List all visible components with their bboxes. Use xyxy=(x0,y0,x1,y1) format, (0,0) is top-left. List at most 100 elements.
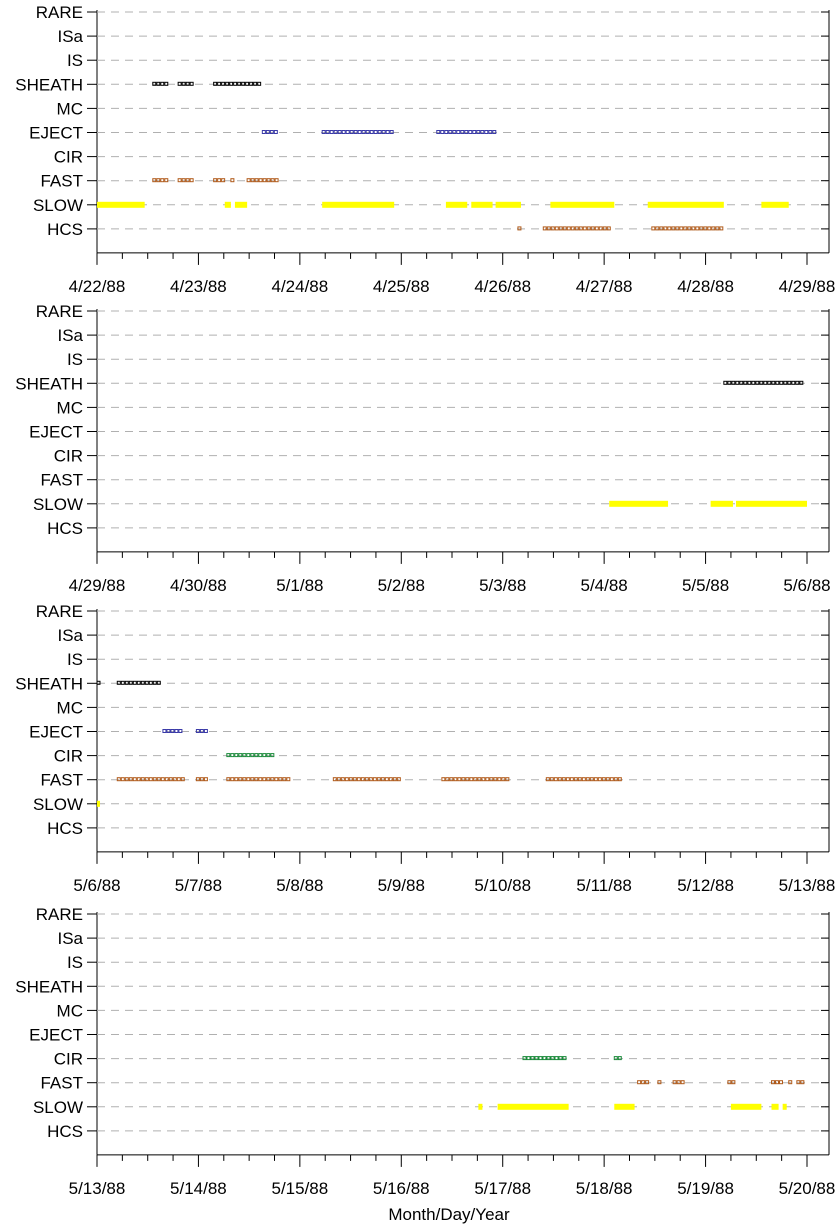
panels: RARE ISa IS SHEATH MC EJECT CIR FAST SLOW HCS 4/22… xyxy=(15,3,835,1198)
event-marker xyxy=(554,226,559,231)
event-marker xyxy=(160,777,165,782)
event-marker xyxy=(254,777,259,782)
event-marker xyxy=(266,777,271,782)
date-tick-label: 4/29/88 xyxy=(779,277,836,296)
event-marker xyxy=(771,380,776,385)
event-fast-3 xyxy=(213,178,226,183)
event-marker xyxy=(357,130,362,134)
event-sheath-1 xyxy=(152,81,169,86)
event-eject-2 xyxy=(195,729,208,733)
category-label-sheath: SHEATH xyxy=(15,674,83,693)
category-label-slow: SLOW xyxy=(33,495,83,514)
event-marker xyxy=(265,130,270,134)
event-eject-3 xyxy=(436,130,497,134)
event-cir-1 xyxy=(522,1056,567,1061)
event-marker xyxy=(477,777,482,782)
event-marker xyxy=(270,178,275,183)
event-marker xyxy=(189,178,194,183)
event-marker xyxy=(589,777,594,782)
event-marker xyxy=(796,1080,801,1085)
event-marker xyxy=(217,81,222,86)
event-marker xyxy=(476,130,481,134)
event-marker xyxy=(679,226,684,231)
event-fast-3 xyxy=(226,777,291,782)
panel-4: RARE ISa IS SHEATH MC EJECT CIR FAST SLOW HCS 5/13… xyxy=(15,905,835,1198)
event-marker xyxy=(440,130,445,134)
event-slow-7 xyxy=(495,201,521,208)
event-marker xyxy=(775,1080,779,1085)
event-marker xyxy=(234,753,239,758)
event-marker xyxy=(392,777,397,782)
event-marker xyxy=(199,777,204,782)
event-slow-3 xyxy=(614,1103,635,1110)
event-marker xyxy=(140,777,145,782)
event-marker xyxy=(542,1056,547,1061)
event-marker xyxy=(489,777,494,782)
date-tick-label: 5/7/88 xyxy=(175,876,222,895)
event-marker xyxy=(501,777,506,782)
event-marker xyxy=(453,777,458,782)
event-marker xyxy=(329,130,334,134)
event-fast-1 xyxy=(637,1080,650,1085)
date-tick-label: 4/28/88 xyxy=(677,277,734,296)
event-marker xyxy=(148,777,153,782)
category-label-is: IS xyxy=(67,953,83,972)
event-marker xyxy=(254,753,259,758)
event-marker xyxy=(637,1080,642,1085)
event-marker xyxy=(229,81,234,86)
event-marker xyxy=(549,777,554,782)
event-marker xyxy=(361,130,366,134)
event-marker xyxy=(344,777,349,782)
event-marker xyxy=(546,226,551,231)
event-marker xyxy=(254,178,259,183)
event-marker xyxy=(368,777,373,782)
event-marker xyxy=(266,178,271,183)
event-marker xyxy=(136,680,141,685)
event-marker xyxy=(598,226,603,231)
event-slow-1 xyxy=(97,201,145,208)
category-label-eject: EJECT xyxy=(29,423,83,442)
event-marker xyxy=(226,753,231,758)
event-marker xyxy=(396,777,401,782)
date-tick-label: 4/25/88 xyxy=(373,277,430,296)
event-marker xyxy=(586,226,591,231)
event-marker xyxy=(526,1056,531,1061)
event-marker xyxy=(257,81,262,86)
event-marker xyxy=(144,777,149,782)
event-marker xyxy=(779,380,784,385)
event-sheath-2 xyxy=(116,680,161,685)
event-marker xyxy=(558,226,563,231)
category-label-isa: ISa xyxy=(57,27,83,46)
event-marker xyxy=(360,777,365,782)
event-marker xyxy=(613,1056,618,1061)
event-marker xyxy=(238,777,243,782)
event-marker xyxy=(505,777,510,782)
event-marker xyxy=(657,1080,662,1085)
event-marker xyxy=(457,777,462,782)
event-marker xyxy=(234,777,239,782)
event-marker xyxy=(791,380,796,385)
date-tick-label: 4/27/88 xyxy=(576,277,633,296)
event-marker xyxy=(237,81,242,86)
event-marker xyxy=(156,777,161,782)
event-marker xyxy=(747,380,752,385)
event-marker xyxy=(258,753,263,758)
event-marker xyxy=(262,178,267,183)
event-marker xyxy=(554,1056,559,1061)
event-marker xyxy=(585,777,590,782)
date-tick-label: 5/2/88 xyxy=(378,576,425,595)
event-slow-1 xyxy=(97,800,100,807)
category-label-fast: FAST xyxy=(40,471,83,490)
event-marker xyxy=(116,777,121,782)
event-marker xyxy=(266,753,271,758)
event-marker xyxy=(189,81,194,86)
event-marker xyxy=(617,1056,622,1061)
event-marker xyxy=(364,777,369,782)
event-marker xyxy=(249,81,254,86)
event-marker xyxy=(609,777,614,782)
category-label-is: IS xyxy=(67,650,83,669)
date-tick-label: 5/11/88 xyxy=(576,876,631,895)
event-marker xyxy=(384,777,389,782)
category-label-cir: CIR xyxy=(54,747,83,766)
event-marker xyxy=(269,130,274,134)
